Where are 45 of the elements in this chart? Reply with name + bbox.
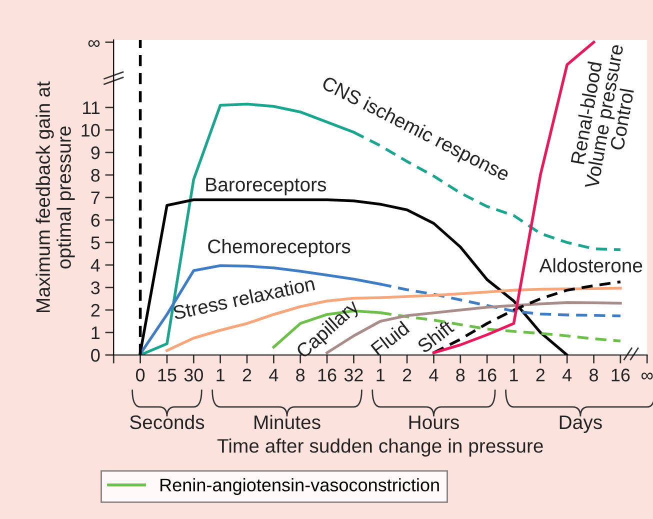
y-tick-label: 2 (91, 304, 100, 317)
y-tick-label: 9 (91, 146, 100, 160)
y-tick-label: 1 (92, 326, 100, 340)
y-tick-label: 7 (91, 192, 100, 204)
y-tick-label: 4 (90, 259, 100, 272)
y-tick-label: 5 (91, 236, 100, 250)
x-tick-label: ∞ (641, 372, 653, 380)
y-tick-label: 8 (91, 168, 100, 182)
y-tick-label: 3 (91, 281, 100, 294)
x-tick-label: 2 (536, 368, 545, 382)
text: Minutes (254, 414, 320, 430)
x-tick-label: 8 (296, 368, 305, 382)
annotation: Renal-blood Volume pressure Control (570, 44, 634, 190)
x-tick-label: 30 (184, 368, 203, 382)
x-tick-label: 4 (562, 368, 572, 382)
y-tick-label: 0 (91, 348, 100, 362)
y-tick-label: ∞ (88, 40, 100, 47)
x-tick-label: 4 (429, 368, 438, 382)
annotation: Shift (416, 319, 455, 354)
text: Seconds (130, 414, 204, 430)
x-tick-label: 16 (318, 368, 336, 382)
y-axis-title: Maximum feedback gain at optimal pressure (36, 81, 75, 312)
text: Days (560, 416, 602, 433)
x-tick-label: 15 (158, 368, 176, 382)
annotation: Chemoreceptors (208, 239, 350, 258)
x-tick-label: 16 (478, 368, 496, 382)
y-tick-label: 6 (91, 214, 100, 227)
x-tick-label: 32 (344, 368, 363, 382)
x-tick-label: 0 (136, 368, 145, 382)
x-axis-title: Time after sudden change in pressure (217, 438, 543, 457)
x-tick-label: 1 (376, 368, 385, 382)
legend-label: Renin-angiotensin-vasoconstriction (160, 478, 439, 495)
x-tick-label: 8 (590, 368, 598, 382)
text: Hours (409, 416, 459, 430)
x-tick-label: 8 (456, 368, 465, 382)
x-tick-label: 4 (269, 368, 278, 382)
x-tick-label: 2 (402, 368, 412, 382)
annotation: Aldosterone (539, 258, 642, 272)
annotation: Baroreceptors (206, 178, 326, 196)
x-tick-label: 16 (612, 368, 630, 382)
y-tick-label: 11 (83, 102, 100, 114)
x-tick-label: 2 (242, 368, 252, 382)
y-tick-label: 10 (82, 124, 100, 137)
x-tick-label: 1 (510, 368, 518, 382)
x-tick-label: 1 (216, 368, 224, 382)
